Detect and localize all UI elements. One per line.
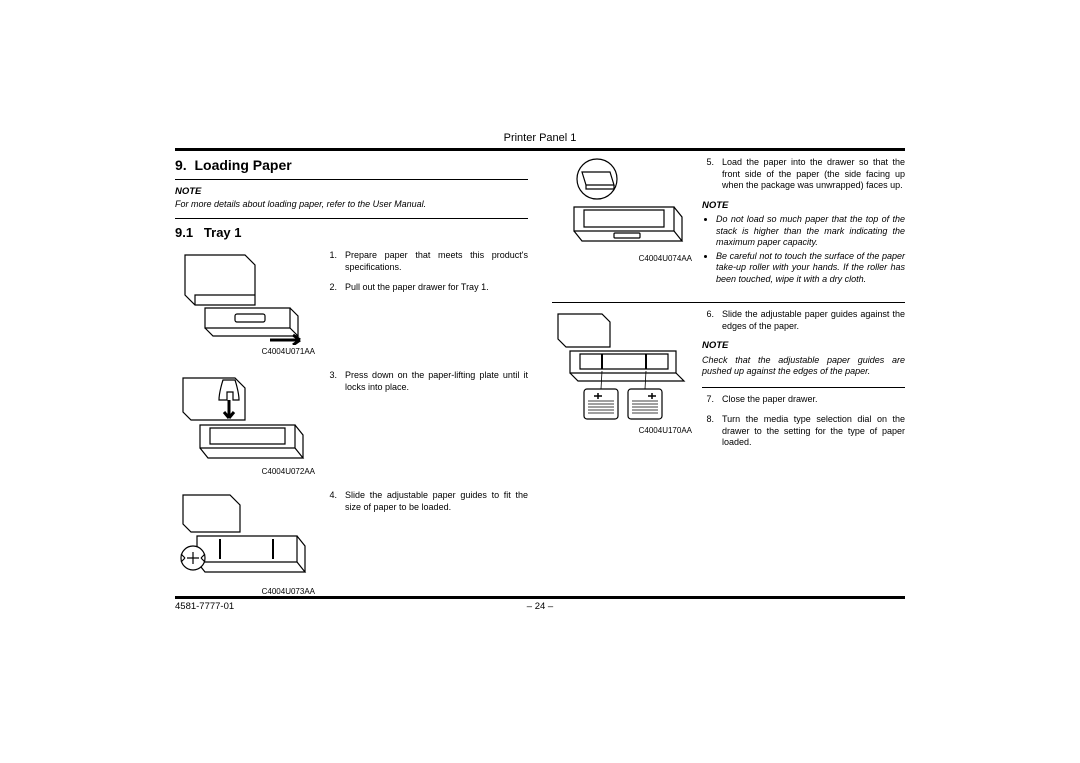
steps-1-2: 1. Prepare paper that meets this product'… <box>325 250 528 301</box>
note-label: NOTE <box>702 200 905 212</box>
step-text: Turn the media type selection dial on th… <box>722 414 905 449</box>
step-item: 2. Pull out the paper drawer for Tray 1. <box>325 282 528 294</box>
note-label: NOTE <box>702 340 905 352</box>
note-rule-1 <box>175 218 528 219</box>
step-text: Pull out the paper drawer for Tray 1. <box>345 282 528 294</box>
note-item: Be careful not to touch the surface of t… <box>716 251 905 285</box>
step-item: 1. Prepare paper that meets this product'… <box>325 250 528 273</box>
page-header: Printer Panel 1 <box>175 132 905 144</box>
subsection-heading: 9.1 Tray 1 <box>175 225 528 240</box>
illustration-code: C4004U073AA <box>175 587 315 596</box>
load-paper-illustration <box>552 157 692 252</box>
section-title-text: Loading Paper <box>194 157 291 173</box>
note-label: NOTE <box>175 186 528 197</box>
illustration-2-holder: C4004U072AA <box>175 370 315 476</box>
note-rule-3 <box>702 387 905 388</box>
step-row-1: C4004U071AA 1. Prepare paper that meets t… <box>175 250 528 356</box>
note-body: Check that the adjustable paper guides a… <box>702 355 905 378</box>
guides-against-paper-illustration <box>552 309 692 424</box>
two-column-layout: 9. Loading Paper NOTE For more details a… <box>175 157 905 596</box>
steps-6-7-8-and-note: 6. Slide the adjustable paper guides agai… <box>702 309 905 457</box>
footer-spacer <box>902 601 905 612</box>
step-3: 3. Press down on the paper-lifting plate … <box>325 370 528 401</box>
note-body: For more details about loading paper, re… <box>175 199 528 210</box>
step-number: 7. <box>702 394 714 406</box>
bottom-rule <box>175 596 905 599</box>
step-item: 5.Load the paper into the drawer so that… <box>702 157 905 192</box>
guides-adjust-illustration <box>175 490 315 585</box>
step-number: 8. <box>702 414 714 449</box>
illustration-code: C4004U074AA <box>552 254 692 263</box>
left-column: 9. Loading Paper NOTE For more details a… <box>175 157 528 596</box>
footer-page-number: – 24 – <box>527 601 553 612</box>
section-heading: 9. Loading Paper <box>175 157 528 173</box>
step-4: 4. Slide the adjustable paper guides to f… <box>325 490 528 521</box>
step-row-5: C4004U170AA 6. Slide the adjustable paper… <box>552 309 905 457</box>
footer-doc-number: 4581-7777-01 <box>175 601 234 612</box>
step-text: Load the paper into the drawer so that t… <box>722 157 905 192</box>
step-row-4: C4004U074AA 5.Load the paper into the dr… <box>552 157 905 288</box>
step-number: 4. <box>325 490 337 513</box>
illustration-code: C4004U072AA <box>175 467 315 476</box>
step-text: Close the paper drawer. <box>722 394 905 406</box>
page-footer: 4581-7777-01 – 24 – <box>175 596 905 612</box>
subsection-number: 9.1 <box>175 225 193 240</box>
illustration-code: C4004U170AA <box>552 426 692 435</box>
manual-page: Printer Panel 1 9. Loading Paper NOTE Fo… <box>175 132 905 596</box>
step-text: Slide the adjustable paper guides agains… <box>722 309 905 332</box>
note-block-1: NOTE For more details about loading pape… <box>175 186 528 210</box>
note-rule-2 <box>552 302 905 303</box>
step-number: 3. <box>325 370 337 393</box>
note-item: Do not load so much paper that the top o… <box>716 214 905 248</box>
step-number: 2. <box>325 282 337 294</box>
press-plate-illustration <box>175 370 315 465</box>
note-list: Do not load so much paper that the top o… <box>702 214 905 285</box>
step-item: 4. Slide the adjustable paper guides to f… <box>325 490 528 513</box>
illustration-1-holder: C4004U071AA <box>175 250 315 356</box>
top-rule <box>175 148 905 151</box>
tray-pull-illustration <box>175 250 315 345</box>
illustration-5-holder: C4004U170AA <box>552 309 692 435</box>
step-row-2: C4004U072AA 3. Press down on the paper-li… <box>175 370 528 476</box>
step-number: 1. <box>325 250 337 273</box>
step-item: 6. Slide the adjustable paper guides agai… <box>702 309 905 332</box>
right-column: C4004U074AA 5.Load the paper into the dr… <box>552 157 905 596</box>
step-text: Prepare paper that meets this product's … <box>345 250 528 273</box>
section-number: 9. <box>175 157 187 173</box>
step-text: Slide the adjustable paper guides to fit… <box>345 490 528 513</box>
step-item: 7. Close the paper drawer. <box>702 394 905 406</box>
illustration-3-holder: C4004U073AA <box>175 490 315 596</box>
step-item: 3. Press down on the paper-lifting plate … <box>325 370 528 393</box>
step-row-3: C4004U073AA 4. Slide the adjustable paper… <box>175 490 528 596</box>
step-5-and-note: 5.Load the paper into the drawer so that… <box>702 157 905 288</box>
subsection-title-text: Tray 1 <box>204 225 242 240</box>
illustration-4-holder: C4004U074AA <box>552 157 692 263</box>
step-number: 5. <box>702 157 714 192</box>
footer-row: 4581-7777-01 – 24 – <box>175 601 905 612</box>
step-number: 6. <box>702 309 714 332</box>
section-rule <box>175 179 528 180</box>
illustration-code: C4004U071AA <box>175 347 315 356</box>
step-item: 8.Turn the media type selection dial on … <box>702 414 905 449</box>
step-text: Press down on the paper-lifting plate un… <box>345 370 528 393</box>
